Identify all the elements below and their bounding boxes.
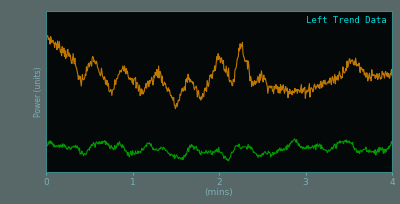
Y-axis label: Power (units): Power (units)	[34, 67, 43, 117]
Text: Left Trend Data: Left Trend Data	[306, 16, 387, 25]
X-axis label: (mins): (mins)	[205, 188, 233, 197]
